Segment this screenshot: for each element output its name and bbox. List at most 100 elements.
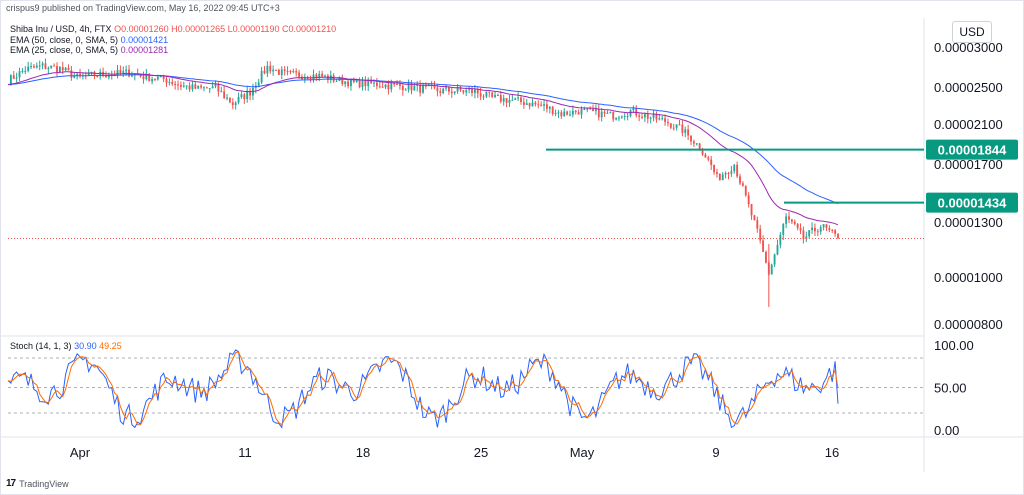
candle-body bbox=[50, 65, 53, 69]
candle-body bbox=[554, 113, 557, 115]
candle-body bbox=[387, 84, 390, 90]
candle-body bbox=[401, 85, 404, 91]
candle-body bbox=[283, 69, 286, 71]
candle-body bbox=[502, 98, 505, 102]
candle-body bbox=[716, 172, 718, 174]
candle-body bbox=[413, 85, 416, 91]
candle-body bbox=[249, 90, 252, 96]
candle-body bbox=[21, 70, 24, 72]
candle-body bbox=[364, 80, 367, 87]
candle-body bbox=[312, 74, 315, 80]
candle-body bbox=[540, 104, 543, 106]
candle-body bbox=[776, 244, 779, 255]
candle-body bbox=[744, 185, 747, 196]
candle-body bbox=[690, 135, 692, 142]
ema50-value: 0.00001421 bbox=[120, 34, 169, 45]
price-axis[interactable]: 0.00003000 0.00002500 0.00002100 0.00001700… bbox=[934, 40, 1003, 332]
candle-body bbox=[352, 79, 355, 82]
candle-body bbox=[205, 87, 208, 89]
stoch-k-line bbox=[7, 349, 839, 429]
candle-body bbox=[626, 115, 629, 117]
candle-body bbox=[456, 87, 459, 92]
symbol-label[interactable]: Shiba Inu / USD, 4h, FTX bbox=[10, 24, 112, 34]
stoch-d-value: 49.25 bbox=[99, 341, 122, 351]
candle-body bbox=[375, 82, 378, 87]
candle-body bbox=[551, 106, 554, 115]
candle-body bbox=[589, 108, 592, 110]
candle-body bbox=[148, 73, 151, 82]
candle-body bbox=[837, 233, 839, 239]
time-tick-label: 16 bbox=[825, 445, 839, 460]
candle-body bbox=[747, 195, 750, 205]
candle-body bbox=[485, 91, 488, 97]
candle-body bbox=[116, 69, 119, 76]
publisher-note: crispus9 published on TradingView.com, M… bbox=[6, 3, 280, 13]
candle-body bbox=[263, 70, 266, 74]
candle-body bbox=[445, 87, 447, 89]
candle-body bbox=[87, 72, 90, 76]
candle-body bbox=[416, 84, 419, 86]
candle-body bbox=[494, 95, 496, 97]
time-tick-label: 9 bbox=[712, 445, 719, 460]
horizontal-levels[interactable]: 0.00001844 0.00001434 bbox=[546, 139, 1018, 213]
stoch-label[interactable]: Stoch (14, 1, 3) bbox=[10, 341, 72, 351]
candle-body bbox=[600, 111, 603, 118]
price-tick-label: 0.00002100 bbox=[934, 117, 1003, 132]
candle-body bbox=[226, 97, 228, 99]
candle-body bbox=[211, 86, 214, 89]
candle-body bbox=[367, 79, 370, 87]
candle-body bbox=[811, 227, 813, 231]
candle-body bbox=[695, 143, 698, 145]
candle-body bbox=[528, 103, 531, 107]
candle-body bbox=[15, 77, 18, 79]
candle-body bbox=[517, 97, 520, 99]
candle-body bbox=[496, 95, 499, 97]
candle-body bbox=[782, 223, 785, 235]
candle-body bbox=[107, 76, 110, 78]
candle-body bbox=[217, 84, 220, 92]
candle-body bbox=[275, 69, 277, 71]
ema50-label[interactable]: EMA (50, close, 0, SMA, 5) bbox=[10, 34, 119, 45]
candle-body bbox=[208, 88, 211, 90]
candle-body bbox=[713, 164, 716, 173]
candle-body bbox=[802, 230, 805, 240]
candle-body bbox=[384, 84, 387, 88]
candle-body bbox=[396, 84, 398, 86]
price-tick-label: 0.00003000 bbox=[934, 40, 1003, 55]
candle-body bbox=[335, 80, 338, 82]
candle-body bbox=[822, 224, 825, 228]
candle-body bbox=[61, 66, 64, 71]
candle-body bbox=[531, 102, 534, 107]
ema25-label[interactable]: EMA (25, close, 0, SMA, 5) bbox=[10, 45, 119, 55]
candle-body bbox=[105, 76, 107, 78]
candle-body bbox=[834, 230, 837, 234]
candle-body bbox=[24, 70, 27, 72]
candle-body bbox=[609, 111, 612, 113]
candle-body bbox=[816, 231, 819, 233]
candle-body bbox=[73, 75, 76, 78]
candle-body bbox=[341, 77, 344, 85]
candle-body bbox=[603, 111, 606, 114]
price-tick-label: 0.00002500 bbox=[934, 80, 1003, 95]
candle-body bbox=[35, 65, 38, 68]
candle-body bbox=[9, 75, 12, 85]
stoch-d-line bbox=[7, 351, 839, 426]
time-axis[interactable]: Apr 11 18 25 May 9 16 bbox=[70, 445, 839, 460]
footer-brand[interactable]: TradingView bbox=[19, 478, 69, 489]
candle-body bbox=[606, 112, 609, 114]
candle-body bbox=[649, 117, 652, 119]
stoch-tick-label: 50.00 bbox=[934, 381, 967, 396]
candle-body bbox=[220, 91, 223, 93]
candle-body bbox=[468, 89, 471, 91]
candle-body bbox=[79, 73, 81, 76]
currency-selector[interactable]: USD bbox=[952, 21, 992, 43]
stoch-axis[interactable]: 100.00 50.00 0.00 bbox=[934, 338, 974, 438]
candle-body bbox=[280, 69, 283, 75]
candle-body bbox=[727, 173, 730, 175]
tradingview-logo-icon[interactable]: 17 bbox=[6, 478, 16, 489]
candle-body bbox=[672, 127, 675, 129]
candle-body bbox=[453, 91, 456, 94]
candle-body bbox=[159, 75, 162, 78]
candle-body bbox=[350, 79, 352, 87]
